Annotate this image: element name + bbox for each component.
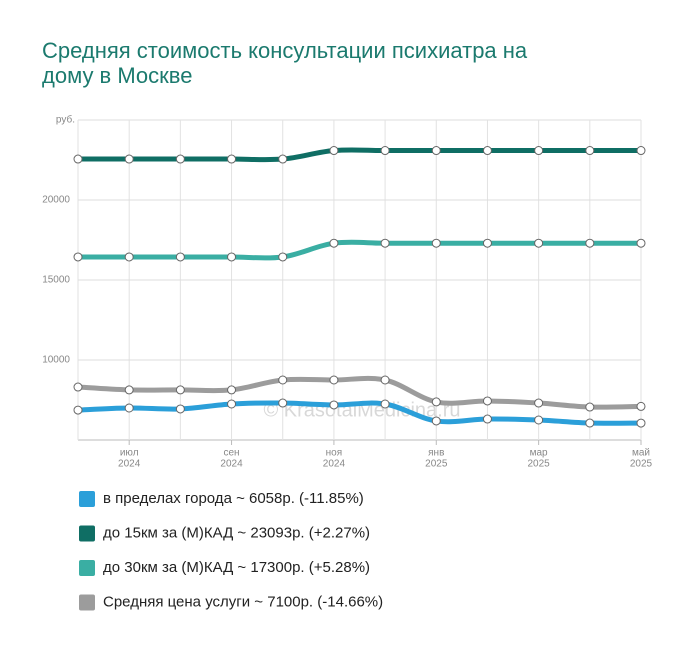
legend-swatch — [79, 491, 95, 507]
series-line — [75, 239, 644, 261]
data-point — [278, 252, 288, 262]
data-point — [534, 238, 544, 248]
data-point — [380, 238, 390, 248]
legend-label: до 15км за (М)КАД ~ 23093р. (+2.27%) — [103, 524, 370, 541]
data-point — [227, 399, 237, 409]
data-point — [636, 401, 646, 411]
data-point — [585, 238, 595, 248]
data-point — [431, 397, 441, 407]
data-point — [73, 382, 83, 392]
x-tick-label: янв — [428, 448, 444, 459]
y-tick-label: 20000 — [42, 195, 70, 206]
data-point — [534, 415, 544, 425]
data-point — [636, 238, 646, 248]
data-point — [175, 252, 185, 262]
x-tick-label: 2024 — [118, 459, 141, 470]
data-point — [227, 385, 237, 395]
chart-title: Средняя стоимость консультации психиатра… — [42, 38, 528, 88]
data-point — [431, 238, 441, 248]
legend-swatch — [79, 594, 95, 611]
data-point — [482, 238, 492, 248]
data-point — [278, 375, 288, 385]
legend-label: до 30км за (М)КАД ~ 17300р. (+5.28%) — [103, 559, 370, 576]
data-point — [585, 418, 595, 428]
data-point — [73, 154, 83, 164]
x-tick-label: мар — [530, 448, 548, 459]
data-point — [124, 252, 134, 262]
data-point — [227, 252, 237, 262]
data-point — [175, 385, 185, 395]
x-tick-label: ноя — [326, 448, 343, 459]
data-point — [278, 154, 288, 164]
data-point — [636, 418, 646, 428]
legend-label: Средняя цена услуги ~ 7100р. (-14.66%) — [103, 593, 383, 610]
data-point — [431, 146, 441, 156]
x-tick-label: 2024 — [220, 459, 243, 470]
data-point — [431, 416, 441, 426]
data-point — [482, 146, 492, 156]
data-point — [227, 154, 237, 164]
data-point — [329, 375, 339, 385]
data-point — [278, 398, 288, 408]
data-point — [585, 402, 595, 412]
data-point — [124, 154, 134, 164]
data-point — [329, 146, 339, 156]
data-point — [482, 396, 492, 406]
x-tick-label: сен — [223, 448, 239, 459]
data-point — [534, 398, 544, 408]
x-tick-label: 2025 — [425, 459, 448, 470]
data-point — [329, 400, 339, 410]
legend-label: в пределах города ~ 6058р. (-11.85%) — [103, 490, 364, 507]
data-point — [380, 375, 390, 385]
data-point — [636, 146, 646, 156]
legend-swatch — [79, 525, 95, 542]
x-tick-label: 2024 — [323, 459, 346, 470]
data-point — [73, 405, 83, 415]
data-point — [175, 154, 185, 164]
series-line — [75, 147, 644, 163]
data-point — [124, 403, 134, 413]
data-point — [175, 404, 185, 414]
y-axis-label: руб. — [56, 114, 75, 126]
data-point — [124, 385, 134, 395]
legend-swatch — [79, 560, 95, 576]
data-point — [482, 414, 492, 424]
y-tick-label: 15000 — [42, 275, 70, 286]
y-tick-label: 10000 — [42, 355, 70, 366]
data-point — [380, 399, 390, 409]
data-point — [73, 252, 83, 262]
x-tick-label: 2025 — [528, 459, 551, 470]
data-point — [380, 146, 390, 156]
data-point — [329, 238, 339, 248]
data-point — [585, 146, 595, 156]
x-tick-label: май — [632, 448, 650, 459]
data-point — [534, 146, 544, 156]
x-tick-label: 2025 — [630, 459, 653, 470]
x-tick-label: июл — [120, 448, 139, 459]
